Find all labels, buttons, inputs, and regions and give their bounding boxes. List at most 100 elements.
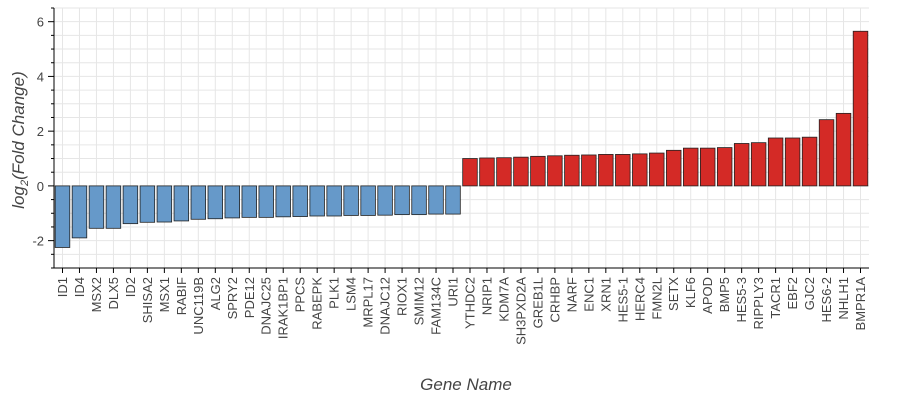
y-tick-label: 2 <box>37 124 44 139</box>
bar-ripply3 <box>750 142 767 187</box>
x-tick-label: SMIM12 <box>412 277 427 325</box>
x-tick-label: GJC2 <box>802 277 817 310</box>
y-tick-label: 0 <box>37 179 44 194</box>
bar-shisa2 <box>139 185 156 223</box>
axes <box>48 7 869 273</box>
bar-hes6-2 <box>818 119 835 187</box>
y-tick-label: -2 <box>32 234 44 249</box>
x-tick-label: HERC4 <box>632 277 647 321</box>
bar-spry2 <box>224 185 240 219</box>
y-axis-title-subscript: 2 <box>19 180 31 187</box>
bar-gjc2 <box>801 136 818 187</box>
x-tick-label: BMP5 <box>717 277 732 312</box>
bar-narf <box>564 154 580 187</box>
bar-id1 <box>54 185 71 248</box>
x-tick-label: HES5-1 <box>615 277 630 323</box>
x-tick-label: GREB1L <box>530 277 545 328</box>
y-axis-title: log2(Fold Change) <box>9 71 31 208</box>
x-tick-label: ID2 <box>123 277 138 297</box>
bar-riox1 <box>394 185 410 216</box>
x-tick-label: FMN2L <box>649 277 664 320</box>
bar-rabif <box>173 185 190 222</box>
bar-setx <box>666 149 682 187</box>
bar-id2 <box>122 185 139 225</box>
bar-ebf2 <box>784 137 801 187</box>
bar-tacr1 <box>767 137 784 187</box>
bar-hes5-3 <box>733 143 750 187</box>
bar-smim12 <box>411 185 427 216</box>
bar-unc119b <box>190 185 207 220</box>
tick-labels: -2 0 2 4 6 ID1 ID4 MSX2 DLX5 ID2 SHISA2 MSX1 RABIF UN… <box>32 15 868 345</box>
bar-xrn1 <box>598 154 614 187</box>
x-tick-label: ENC1 <box>581 277 596 312</box>
y-axis-title-prefix: log <box>9 186 28 209</box>
x-tick-label: RABIF <box>174 277 189 315</box>
x-tick-label: MSX2 <box>89 277 104 312</box>
x-tick-label: DLX5 <box>106 277 121 310</box>
x-tick-label: SH3PXD2A <box>513 277 528 345</box>
x-tick-label: PLK1 <box>327 277 342 309</box>
x-tick-label: PDE12 <box>242 277 257 318</box>
x-tick-label: TACR1 <box>768 277 783 319</box>
x-tick-label: SHISA2 <box>140 277 155 323</box>
y-tick-label: 4 <box>37 69 44 84</box>
x-tick-label: URI1 <box>446 277 461 307</box>
x-tick-label: FAM134C <box>429 277 444 335</box>
bar-uri1 <box>445 185 461 215</box>
x-tick-label: EBF2 <box>785 277 800 310</box>
bar-mrpl17 <box>360 185 376 216</box>
x-tick-label: ID1 <box>55 277 70 297</box>
bar-lsm4 <box>343 185 359 216</box>
x-tick-label: NHLH1 <box>836 277 851 320</box>
bar-msx1 <box>156 185 173 223</box>
x-tick-label: DNAJC25 <box>259 277 274 335</box>
bar-ythdc2 <box>462 158 478 187</box>
bar-sh3pxd2a <box>513 156 529 187</box>
x-tick-label: SPRY2 <box>225 277 240 319</box>
x-tick-label: UNC119B <box>191 277 206 335</box>
bar-fam134c <box>428 185 444 215</box>
x-tick-label: NRIP1 <box>479 277 494 315</box>
x-tick-label: NARF <box>564 277 579 312</box>
y-axis-title-suffix: (Fold Change) <box>9 71 28 180</box>
bar-nrip1 <box>479 157 495 187</box>
bar-fmn2l <box>649 152 665 187</box>
x-tick-label: LSM4 <box>344 277 359 311</box>
bar-rabepk <box>309 185 325 217</box>
x-tick-label: ALG2 <box>208 277 223 310</box>
x-tick-label: SETX <box>666 277 681 311</box>
bar-id4 <box>71 185 88 239</box>
bar-crhbp <box>547 155 563 187</box>
x-tick-label: RABEPK <box>310 277 325 330</box>
x-tick-label: YTHDC2 <box>462 277 477 329</box>
x-tick-label: MSX1 <box>157 277 172 312</box>
x-axis-title: Gene Name <box>420 375 512 394</box>
x-tick-label: RIOX1 <box>395 277 410 316</box>
x-tick-label: KDM7A <box>496 277 511 322</box>
bar-dlx5 <box>105 185 122 229</box>
x-tick-label: HES6-2 <box>819 277 834 323</box>
bar-kdm7a <box>496 157 512 187</box>
bar-dnajc25 <box>258 185 274 218</box>
x-tick-label: BMPR1A <box>853 277 868 331</box>
x-tick-label: RIPPLY3 <box>751 277 766 330</box>
x-tick-label: KLF6 <box>683 277 698 308</box>
x-tick-label: PPCS <box>293 277 308 313</box>
bar-bmp5 <box>716 147 733 187</box>
x-tick-label: MRPL17 <box>361 277 376 328</box>
bar-dnajc12 <box>377 185 393 216</box>
x-tick-label: CRHBP <box>547 277 562 323</box>
bar-klf6 <box>683 147 699 187</box>
y-tick-label: 6 <box>37 15 44 30</box>
x-tick-label: DNAJC12 <box>378 277 393 335</box>
x-tick-label: ID4 <box>72 277 87 297</box>
bar-nhlh1 <box>835 112 852 187</box>
bar-bmpr1a <box>852 30 869 187</box>
bar-hes5-1 <box>615 154 631 187</box>
bars <box>54 30 869 248</box>
bar-apod <box>699 147 716 187</box>
bar-enc1 <box>581 154 597 187</box>
bar-pde12 <box>241 185 257 218</box>
bar-alg2 <box>207 185 224 220</box>
